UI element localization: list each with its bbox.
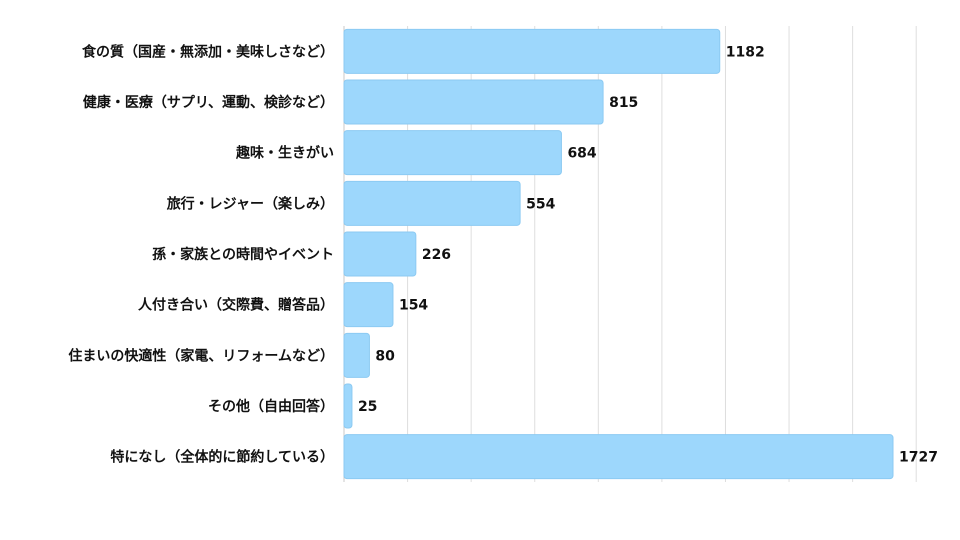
value-label: 1182 <box>726 44 765 60</box>
bar <box>343 383 353 429</box>
category-label: その他（自由回答） <box>208 398 334 415</box>
bar <box>343 434 894 480</box>
bar <box>343 28 721 74</box>
value-label: 25 <box>358 399 377 415</box>
bar <box>343 332 370 378</box>
category-label: 趣味・生きがい <box>235 145 334 162</box>
category-label: 人付き合い（交際費、贈答品） <box>138 297 334 314</box>
bar <box>343 180 521 226</box>
value-label: 154 <box>399 298 428 314</box>
bars <box>343 28 894 480</box>
bar <box>343 79 604 125</box>
bar <box>343 130 562 176</box>
category-label: 特になし（全体的に節約している） <box>110 449 334 466</box>
value-label: 1727 <box>899 450 938 466</box>
category-label: 健康・医療（サプリ、運動、検診など） <box>83 94 334 111</box>
value-label: 80 <box>375 348 395 364</box>
value-label: 815 <box>609 95 638 111</box>
bar <box>343 231 417 277</box>
category-labels: 食の質（国産・無添加・美味しさなど） 健康・医療（サプリ、運動、検診など） 趣味・生… <box>68 43 334 465</box>
category-label: 旅行・レジャー（楽しみ） <box>167 195 334 212</box>
value-labels: 1182 815 684 554 226 154 80 25 1727 <box>358 44 938 465</box>
category-label: 孫・家族との時間やイベント <box>152 246 334 263</box>
value-label: 554 <box>526 196 555 212</box>
category-label: 住まいの快適性（家電、リフォームなど） <box>68 347 334 364</box>
value-label: 226 <box>422 247 451 263</box>
category-label: 食の質（国産・無添加・美味しさなど） <box>82 43 334 60</box>
bar <box>343 282 394 328</box>
value-label: 684 <box>567 146 596 162</box>
